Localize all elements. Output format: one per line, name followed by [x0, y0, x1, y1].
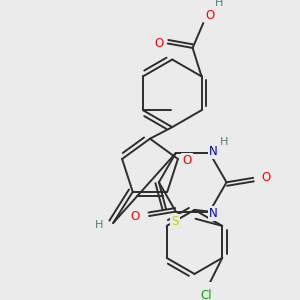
Text: O: O — [206, 9, 215, 22]
Text: H: H — [95, 220, 103, 230]
Text: Cl: Cl — [200, 289, 212, 300]
Text: H: H — [220, 137, 228, 147]
Text: O: O — [182, 154, 191, 167]
Text: H: H — [215, 0, 224, 8]
Text: S: S — [171, 215, 178, 228]
Text: N: N — [209, 207, 218, 220]
Text: O: O — [261, 171, 270, 184]
Text: N: N — [209, 145, 218, 158]
Text: O: O — [154, 37, 164, 50]
Text: O: O — [130, 209, 140, 223]
